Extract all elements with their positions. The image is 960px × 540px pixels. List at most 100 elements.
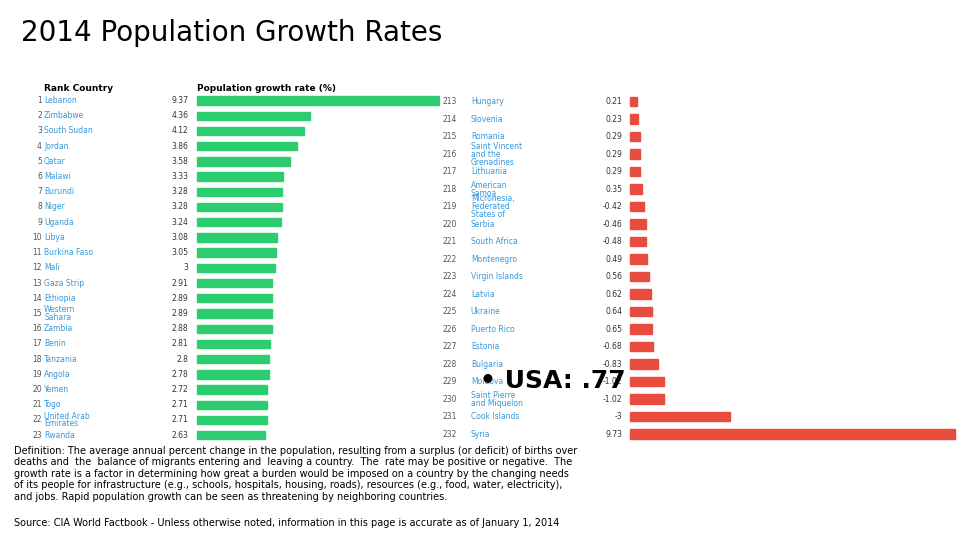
Bar	[631, 429, 955, 439]
Text: 0.49: 0.49	[606, 254, 622, 264]
Text: 4: 4	[37, 141, 42, 151]
Text: Zimbabwe: Zimbabwe	[44, 111, 84, 120]
Text: 220: 220	[442, 220, 456, 228]
Text: 21: 21	[33, 400, 42, 409]
Bar	[197, 401, 267, 409]
Bar	[197, 218, 281, 226]
Text: 0.65: 0.65	[606, 325, 622, 334]
Bar	[631, 219, 646, 229]
Bar	[631, 97, 637, 106]
Text: 2.81: 2.81	[172, 340, 188, 348]
Text: Source: CIA World Factbook - Unless otherwise noted, information in this page is: Source: CIA World Factbook - Unless othe…	[14, 518, 560, 528]
Text: Burundi: Burundi	[44, 187, 74, 196]
Text: 0.23: 0.23	[606, 114, 622, 124]
Text: Lithuania: Lithuania	[470, 167, 507, 176]
Text: 3: 3	[183, 264, 188, 272]
Bar	[197, 340, 270, 348]
Bar	[631, 377, 664, 387]
Text: Malawi: Malawi	[44, 172, 71, 181]
Bar	[197, 294, 272, 302]
Text: Estonia: Estonia	[470, 342, 499, 351]
Text: 226: 226	[442, 325, 456, 334]
Text: 2.71: 2.71	[172, 415, 188, 424]
Text: 3: 3	[37, 126, 42, 136]
Text: 228: 228	[442, 360, 456, 369]
Text: Hungary: Hungary	[470, 97, 504, 106]
Text: 2.63: 2.63	[172, 431, 188, 440]
Text: Syria: Syria	[470, 429, 491, 438]
Text: -0.68: -0.68	[603, 342, 622, 351]
Text: South Sudan: South Sudan	[44, 126, 93, 136]
Text: 0.64: 0.64	[606, 307, 622, 316]
Bar	[197, 157, 290, 166]
Text: Puerto Rico: Puerto Rico	[470, 325, 515, 334]
Text: Benin: Benin	[44, 340, 66, 348]
Text: 7: 7	[37, 187, 42, 196]
Bar	[197, 203, 282, 211]
Text: 2.89: 2.89	[172, 294, 188, 303]
Text: Ukraine: Ukraine	[470, 307, 500, 316]
Bar	[197, 172, 283, 181]
Bar	[197, 431, 265, 440]
Text: 221: 221	[442, 237, 456, 246]
Text: 10: 10	[33, 233, 42, 242]
Text: Montenegro: Montenegro	[470, 254, 516, 264]
Text: 3.58: 3.58	[172, 157, 188, 166]
Text: Tanzania: Tanzania	[44, 355, 78, 363]
Text: Definition: The average annual percent change in the population, resulting from : Definition: The average annual percent c…	[14, 446, 578, 502]
Text: • USA: .77: • USA: .77	[480, 369, 626, 393]
Text: 3.33: 3.33	[171, 172, 188, 181]
Text: 22: 22	[33, 415, 42, 424]
Text: 2.89: 2.89	[172, 309, 188, 318]
Bar	[197, 416, 267, 424]
Text: 230: 230	[442, 395, 457, 403]
Bar	[631, 342, 653, 352]
Text: 2.78: 2.78	[172, 370, 188, 379]
Text: 222: 222	[442, 254, 456, 264]
Text: Togo: Togo	[44, 400, 61, 409]
Text: -3: -3	[615, 412, 622, 421]
Text: 1: 1	[37, 96, 42, 105]
Text: -0.83: -0.83	[603, 360, 622, 369]
Bar	[631, 202, 644, 212]
Text: 20: 20	[33, 385, 42, 394]
Bar	[197, 248, 276, 257]
Bar	[631, 289, 651, 299]
Bar	[197, 112, 310, 120]
Text: 18: 18	[33, 355, 42, 363]
Text: 0.56: 0.56	[606, 272, 622, 281]
Text: 217: 217	[442, 167, 456, 176]
Text: 2.91: 2.91	[172, 279, 188, 288]
Text: South Africa: South Africa	[470, 237, 517, 246]
Bar	[631, 132, 640, 141]
Text: Libya: Libya	[44, 233, 64, 242]
Text: Gaza Strip: Gaza Strip	[44, 279, 84, 288]
Text: 0.29: 0.29	[606, 150, 622, 159]
Text: 2.71: 2.71	[172, 400, 188, 409]
Text: 3.24: 3.24	[172, 218, 188, 227]
Text: 14: 14	[33, 294, 42, 303]
Text: Moldova: Moldova	[470, 377, 503, 386]
Text: 19: 19	[33, 370, 42, 379]
Text: 4.36: 4.36	[171, 111, 188, 120]
Text: 219: 219	[442, 202, 456, 211]
Text: Bulgaria: Bulgaria	[470, 360, 503, 369]
Bar	[197, 325, 272, 333]
Bar	[631, 272, 649, 281]
Text: 227: 227	[442, 342, 456, 351]
Text: 3.86: 3.86	[172, 141, 188, 151]
Bar	[631, 237, 646, 246]
Text: Burkina Faso: Burkina Faso	[44, 248, 93, 257]
Text: 224: 224	[442, 289, 456, 299]
Text: Mali: Mali	[44, 264, 60, 272]
Text: 2.88: 2.88	[172, 324, 188, 333]
Text: 223: 223	[442, 272, 456, 281]
Text: 218: 218	[442, 185, 456, 194]
Text: Zambia: Zambia	[44, 324, 73, 333]
Text: 6: 6	[37, 172, 42, 181]
Text: 3.28: 3.28	[172, 187, 188, 196]
Text: 2014 Population Growth Rates: 2014 Population Growth Rates	[21, 19, 443, 47]
Text: 213: 213	[442, 97, 456, 106]
Bar	[631, 307, 652, 316]
Text: 8: 8	[37, 202, 42, 212]
